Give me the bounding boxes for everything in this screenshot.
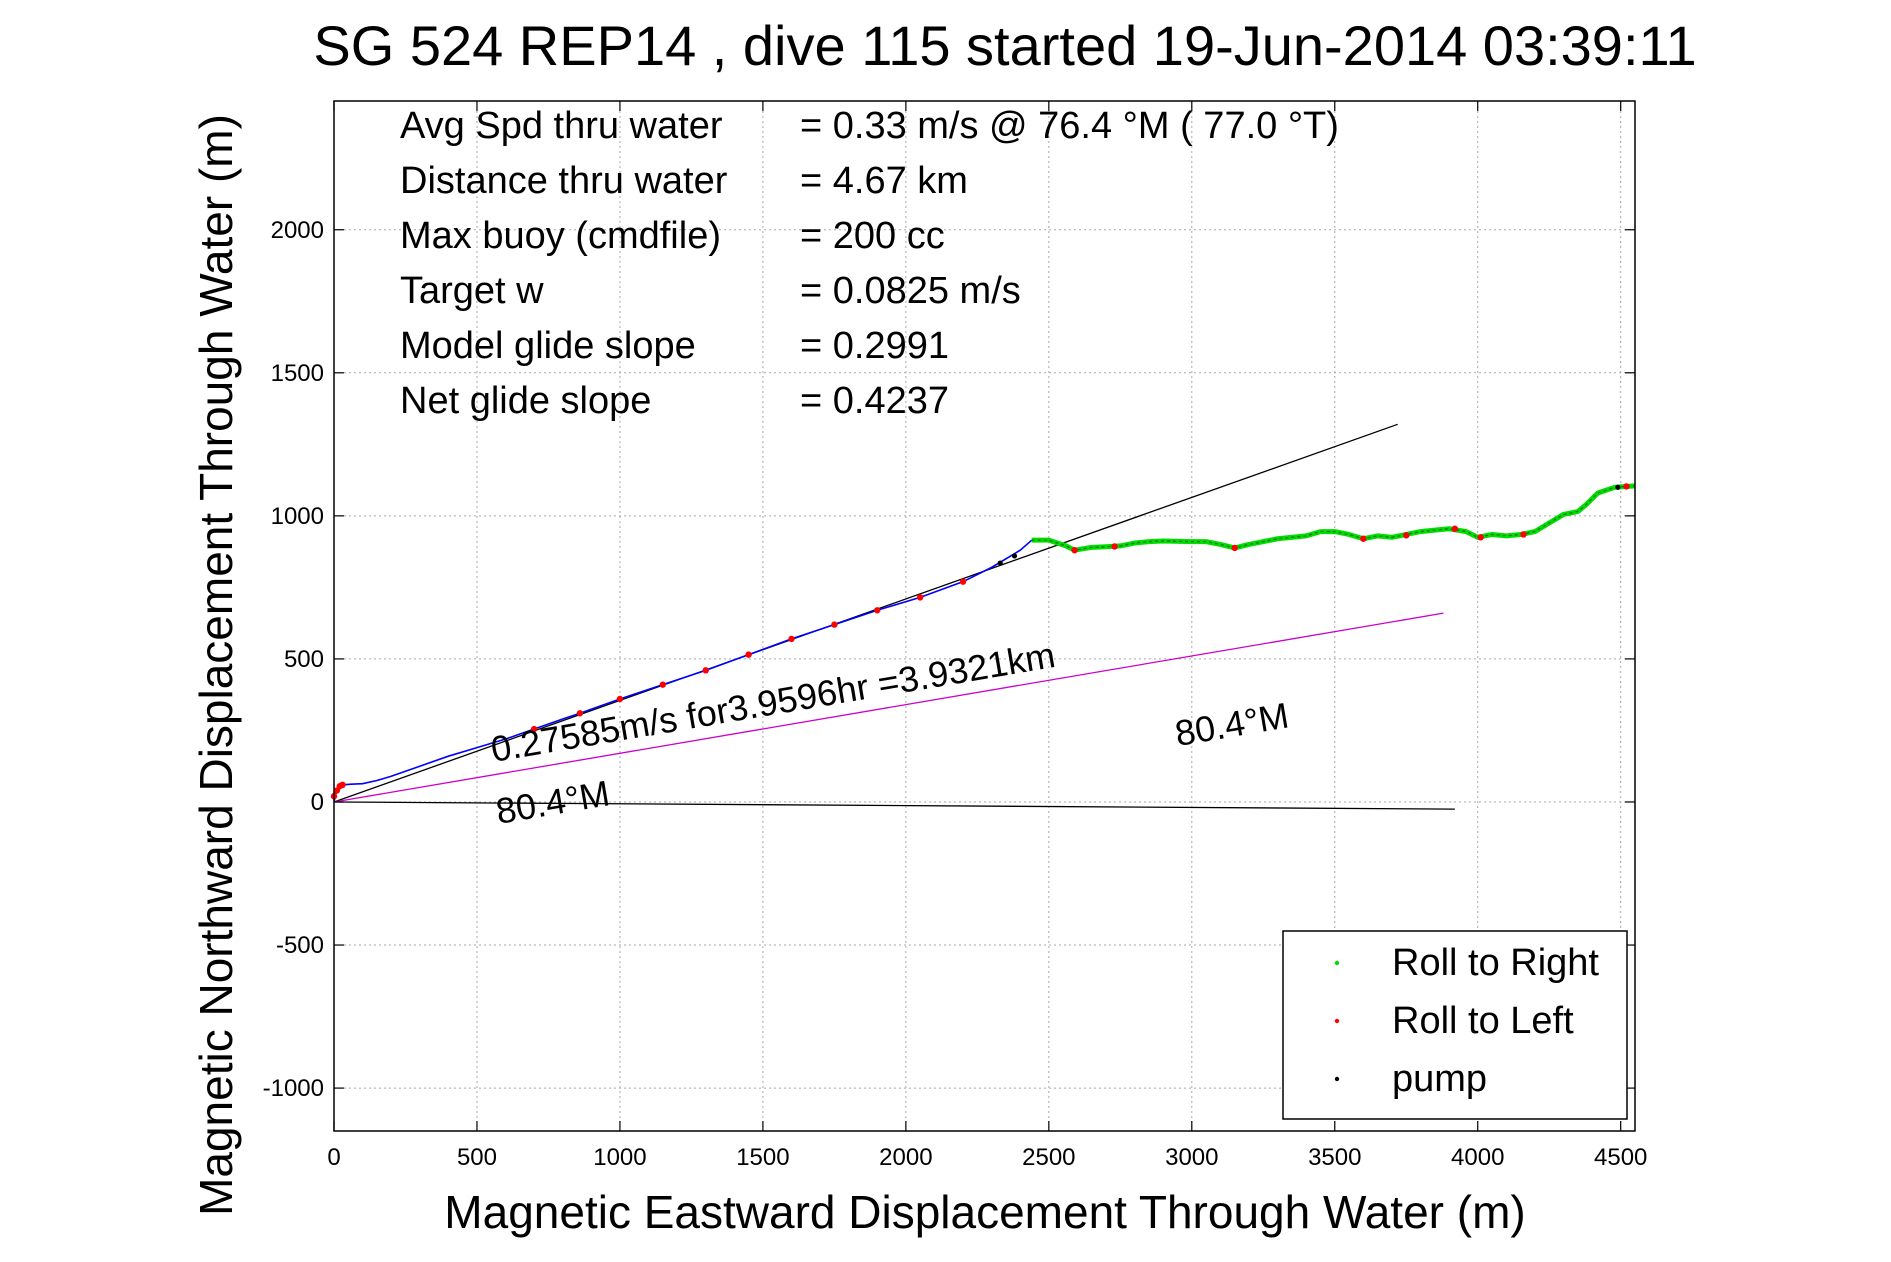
info-value: = 0.2991 xyxy=(800,325,949,367)
plot-area xyxy=(330,423,1636,810)
roll-left-point xyxy=(1477,534,1484,541)
info-value: = 0.33 m/s @ 76.4 °M ( 77.0 °T) xyxy=(800,105,1339,147)
info-label: Model glide slope xyxy=(400,325,696,367)
roll-left-point xyxy=(1071,546,1078,554)
x-tick-label: 1500 xyxy=(736,1144,789,1171)
x-tick-label: 3500 xyxy=(1308,1144,1361,1171)
axes-box xyxy=(333,100,1636,1132)
x-tick-label: 4500 xyxy=(1594,1144,1647,1171)
x-tick-label: 0 xyxy=(327,1144,340,1171)
legend-label: Roll to Left xyxy=(1392,1000,1574,1042)
y-axis-label: Magnetic Northward Displacement Through … xyxy=(190,114,242,1216)
roll-left-point xyxy=(1623,483,1630,490)
grid xyxy=(333,101,1635,1131)
y-tick-label: 1500 xyxy=(271,360,324,387)
info-value: = 200 cc xyxy=(800,215,945,257)
roll-left-point xyxy=(1231,544,1238,552)
x-tick-label: 3000 xyxy=(1165,1144,1218,1171)
legend-label: pump xyxy=(1392,1058,1487,1100)
legend-label: Roll to Right xyxy=(1392,942,1599,984)
y-tick-label: 1000 xyxy=(271,503,324,530)
roll-left-point xyxy=(339,781,346,789)
heading-annotation-b: 80.4°M xyxy=(1172,695,1292,755)
y-tick-label: 2000 xyxy=(271,217,324,244)
reference-line-2 xyxy=(333,612,1444,803)
info-value: = 0.4237 xyxy=(800,380,949,422)
legend-marker xyxy=(1334,1018,1340,1024)
x-ticks: 0 500 1000 1500 2000 2500 3000 3500 4000 4500 xyxy=(327,101,1647,1171)
roll-left-point xyxy=(702,667,709,674)
y-tick-label: 500 xyxy=(284,646,324,673)
legend-box xyxy=(1282,930,1628,1120)
roll-left-point xyxy=(959,578,967,585)
y-tick-label: -1000 xyxy=(263,1075,324,1102)
reference-line-3 xyxy=(333,801,1455,810)
y-tick-label: -500 xyxy=(276,932,324,959)
pump-point xyxy=(997,560,1003,566)
pump-point xyxy=(1615,484,1621,490)
x-tick-label: 1000 xyxy=(593,1144,646,1171)
pump-point xyxy=(1011,553,1018,559)
y-tick-label: 0 xyxy=(311,789,324,816)
roll-left-point xyxy=(1403,532,1410,539)
roll-left-point xyxy=(916,594,924,601)
roll-left-point xyxy=(530,725,538,733)
roll-left-point xyxy=(1111,543,1118,550)
info-label: Target w xyxy=(400,270,544,312)
roll-left-point xyxy=(576,710,584,717)
x-tick-label: 500 xyxy=(457,1144,497,1171)
roll-right-track-core xyxy=(1031,485,1636,551)
info-value: = 4.67 km xyxy=(800,160,968,202)
chart-title: SG 524 REP14 , dive 115 started 19-Jun-2… xyxy=(313,14,1696,77)
roll-left-point xyxy=(745,651,752,658)
x-tick-label: 2000 xyxy=(879,1144,932,1171)
reference-line-1 xyxy=(333,423,1398,803)
y-ticks: -1000 -500 0 500 1000 1500 2000 xyxy=(263,217,1635,1102)
roll-left-point xyxy=(831,621,838,628)
current-annotation: 0.27585m/s for3.9596hr =3.9321km xyxy=(488,634,1058,770)
legend-marker xyxy=(1334,1076,1340,1082)
x-axis-label: Magnetic Eastward Displacement Through W… xyxy=(444,1186,1525,1238)
info-label: Max buoy (cmdfile) xyxy=(400,215,721,257)
info-label: Distance thru water xyxy=(400,160,728,202)
info-value: = 0.0825 m/s xyxy=(800,270,1021,312)
legend-marker xyxy=(1334,960,1340,966)
legend: Roll to Right Roll to Left pump xyxy=(1282,930,1628,1120)
info-label: Net glide slope xyxy=(400,380,651,422)
roll-left-point xyxy=(1451,525,1459,532)
roll-left-point xyxy=(1360,535,1367,542)
roll-left-point xyxy=(874,607,881,614)
roll-right-track xyxy=(1031,483,1636,553)
x-tick-label: 4000 xyxy=(1451,1144,1504,1171)
roll-left-point xyxy=(616,695,624,703)
roll-left-point xyxy=(659,681,667,688)
x-tick-label: 2500 xyxy=(1022,1144,1075,1171)
info-block: Avg Spd thru water = 0.33 m/s @ 76.4 °M (… xyxy=(400,105,1339,422)
roll-left-point xyxy=(788,635,795,643)
dive-track-line xyxy=(333,539,1033,803)
info-label: Avg Spd thru water xyxy=(400,105,723,147)
roll-left-point xyxy=(1520,531,1527,538)
heading-annotation-a: 80.4°M xyxy=(493,772,613,832)
